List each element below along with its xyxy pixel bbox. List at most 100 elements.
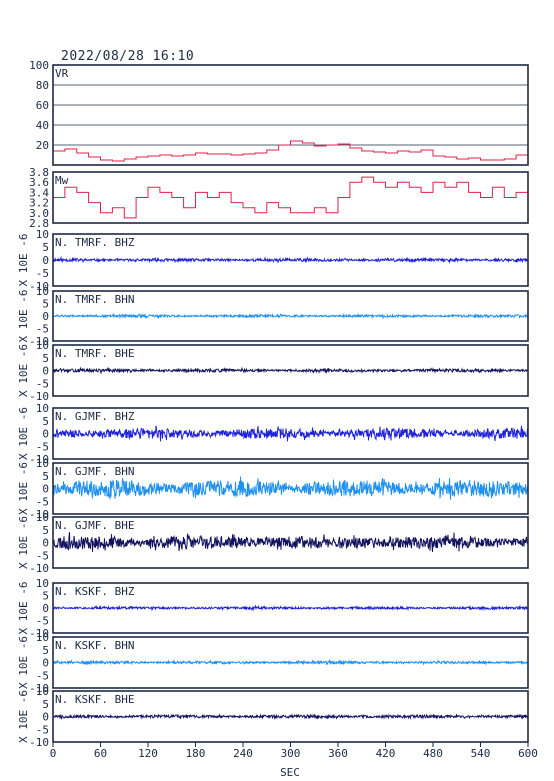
- y-tick-label: -5: [36, 267, 49, 280]
- y-tick-label: -5: [36, 615, 49, 628]
- y-tick-label: 10: [36, 402, 49, 415]
- y-tick-label: 5: [42, 644, 49, 657]
- series-waveform: [52, 531, 529, 553]
- series-waveform: [52, 658, 529, 666]
- y-tick-label: 5: [42, 470, 49, 483]
- y-tick-label: 20: [36, 139, 49, 152]
- y-tick-label: -5: [36, 495, 49, 508]
- y-tick-label: 10: [36, 228, 49, 241]
- series-line: [53, 140, 529, 162]
- panel-vr: 100 80 60 40 20 VR: [29, 59, 529, 166]
- y-tick-label: 0: [42, 711, 49, 724]
- y-tick-label: -10: [29, 280, 49, 293]
- y-tick-label: 0: [42, 428, 49, 441]
- panel-frame: [52, 344, 529, 397]
- y-tick-label: -10: [29, 562, 49, 575]
- x-tick-label: 420: [376, 747, 396, 760]
- y-tick-label: 5: [42, 590, 49, 603]
- y-tick-label: -10: [29, 335, 49, 348]
- y-tick-label: -10: [29, 682, 49, 695]
- panel-label: Mw: [55, 174, 69, 187]
- y-tick-label: 10: [36, 685, 49, 698]
- y-tick-label: 10: [36, 631, 49, 644]
- y-tick-label: 0: [42, 657, 49, 670]
- y-tick-label: -5: [36, 669, 49, 682]
- y-tick-label: 3.0: [29, 207, 49, 220]
- y-tick-label: 10: [36, 511, 49, 524]
- y-tick-label: 100: [29, 59, 49, 72]
- panel-label: VR: [55, 67, 69, 80]
- panel-frame: [52, 636, 529, 689]
- y-axis-label: X 10E -6: [17, 234, 30, 287]
- panel-label: N. KSKF. BHE: [55, 693, 134, 706]
- y-axis-label: X 10E -6: [17, 344, 30, 397]
- y-tick-label: 2.8: [29, 217, 49, 230]
- y-tick-label: 60: [36, 99, 49, 112]
- series-waveform: [52, 255, 529, 264]
- series-waveform: [52, 476, 529, 500]
- y-tick-label: 0: [42, 365, 49, 378]
- panel-label: N. TMRF. BHN: [55, 293, 134, 306]
- y-tick-label: -5: [36, 723, 49, 736]
- panel-label: N. GJMF. BHZ: [55, 410, 135, 423]
- x-tick-label: 360: [328, 747, 348, 760]
- y-tick-label: 3.8: [29, 166, 49, 179]
- panel-frame: [52, 462, 529, 515]
- y-tick-label: 0: [42, 483, 49, 496]
- y-axis-label: X 10E -6: [17, 290, 30, 343]
- y-axis-label: X 10E -6: [17, 407, 30, 460]
- panel-frame: [52, 64, 529, 166]
- panel-label: N. TMRF. BHZ: [55, 236, 135, 249]
- x-tick-label: 180: [186, 747, 206, 760]
- x-tick-label: 600: [518, 747, 538, 760]
- y-tick-label: 0: [42, 537, 49, 550]
- y-tick-label: -10: [29, 627, 49, 640]
- y-tick-label: 5: [42, 352, 49, 365]
- panel-frame: [52, 582, 529, 634]
- series-waveform: [52, 366, 529, 375]
- y-axis-label: X 10E -6: [17, 690, 30, 743]
- y-axis-label: X 10E -6: [17, 516, 30, 569]
- panel-label: N. TMRF. BHE: [55, 347, 134, 360]
- panel-label: N. GJMF. BHN: [55, 465, 134, 478]
- y-tick-label: -10: [29, 508, 49, 521]
- series-waveform: [52, 312, 529, 320]
- y-tick-label: 0: [42, 254, 49, 267]
- panel-label: N. KSKF. BHN: [55, 639, 134, 652]
- y-tick-label: 3.2: [29, 197, 49, 210]
- x-tick-label: 0: [50, 747, 57, 760]
- series-line: [53, 176, 529, 219]
- y-tick-label: -5: [36, 549, 49, 562]
- x-tick-label: 240: [233, 747, 253, 760]
- series-waveform: [52, 713, 529, 720]
- y-axis-label: X 10E -6: [17, 582, 30, 635]
- y-tick-label: 5: [42, 298, 49, 311]
- chart-title: 2022/08/28 16:10: [61, 49, 195, 64]
- panel-label: N. GJMF. BHE: [55, 519, 134, 532]
- x-tick-label: 120: [138, 747, 158, 760]
- y-tick-label: 10: [36, 339, 49, 352]
- panel-mw: 3.83.63.43.23.02.8 Mw: [29, 166, 529, 230]
- y-tick-label: -10: [29, 390, 49, 403]
- x-tick-label: 60: [94, 747, 107, 760]
- series-waveform: [52, 604, 529, 612]
- y-tick-label: 10: [36, 577, 49, 590]
- y-axis-label: X 10E -6: [17, 462, 30, 515]
- y-tick-label: -5: [36, 440, 49, 453]
- panel-n-gjmf-bhn: 10 50-5-10X 10E -6 N. GJMF. BHN: [17, 457, 529, 521]
- x-tick-label: 480: [423, 747, 443, 760]
- y-axis-label: X 10E -6: [17, 636, 30, 689]
- x-tick-label: 540: [471, 747, 491, 760]
- panel-frame: [52, 233, 529, 287]
- panel-frame: [52, 516, 529, 569]
- panel-frame: [52, 290, 529, 342]
- y-tick-label: 5: [42, 415, 49, 428]
